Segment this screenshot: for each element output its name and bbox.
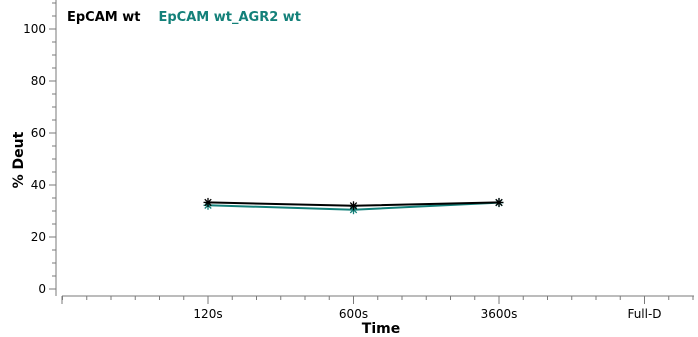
y-axis: 0 20 40 60 80 100: [23, 0, 57, 296]
data-point-marker: [349, 201, 358, 211]
y-tick-label: 40: [31, 178, 46, 192]
series: [203, 197, 504, 211]
y-tick-label: 20: [31, 230, 46, 244]
marker-stroke: [204, 198, 212, 207]
y-tick-label: 0: [38, 282, 46, 296]
y-tick-label: 80: [31, 74, 46, 88]
x-axis-title: Time: [362, 321, 400, 337]
x-tick-label: 600s: [339, 307, 368, 321]
data-point-marker: [494, 197, 504, 207]
x-tick-label: 3600s: [481, 307, 518, 321]
marker-stroke: [349, 202, 358, 210]
series-layer: [203, 197, 504, 215]
data-point-marker: [203, 197, 213, 207]
legend-entry: EpCAM wt: [67, 10, 140, 25]
y-axis-title: % Deut: [11, 131, 27, 188]
marker-stroke: [495, 198, 503, 207]
x-tick-label: 120s: [193, 307, 222, 321]
legend-entry: EpCAM wt_AGR2 wt: [158, 10, 301, 25]
y-tick-label: 60: [31, 126, 46, 140]
y-tick-label: 100: [23, 22, 46, 36]
x-tick-label: Full-D: [627, 307, 661, 321]
legend: EpCAM wt EpCAM wt_AGR2 wt: [67, 10, 301, 25]
x-axis: 120s 600s 3600s Full-D: [61, 295, 694, 321]
